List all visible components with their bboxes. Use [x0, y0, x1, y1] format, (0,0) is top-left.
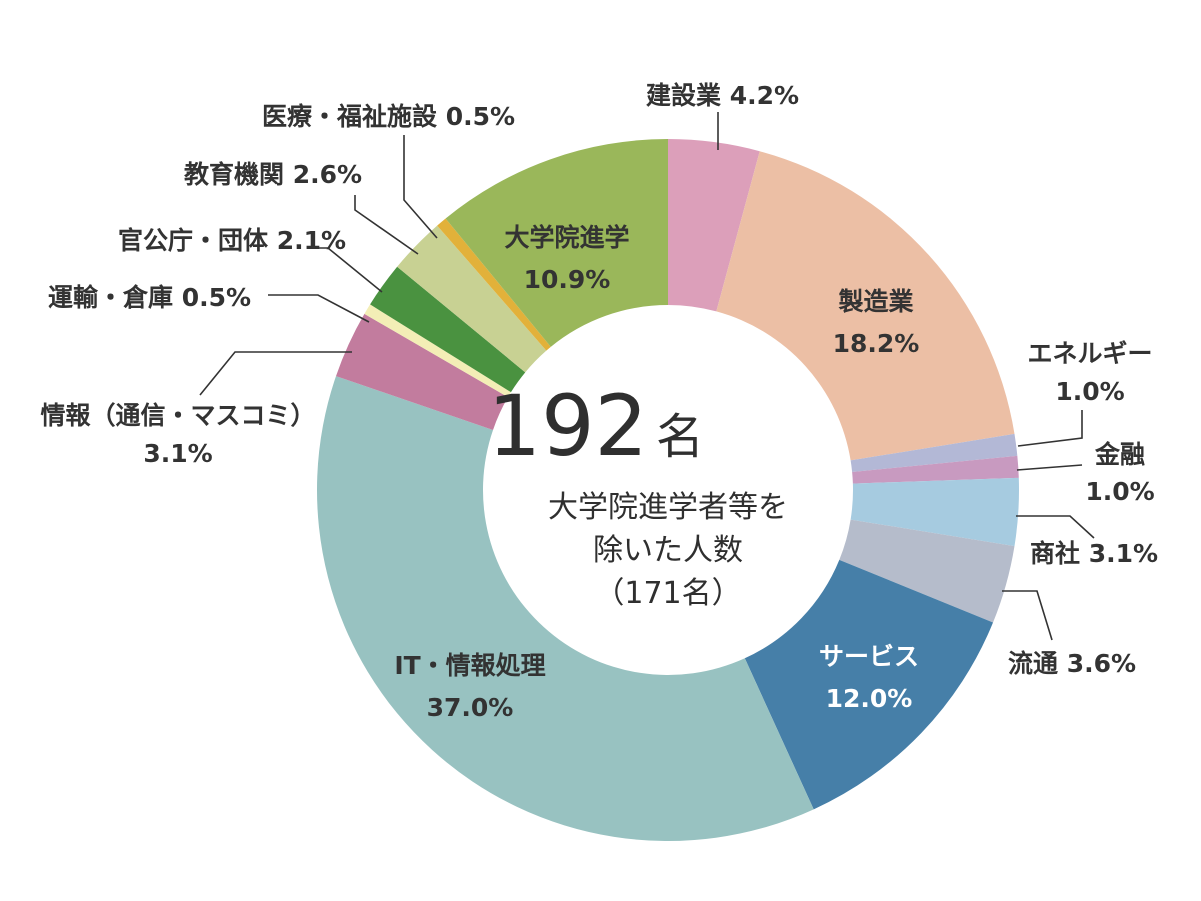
slice-商社	[850, 477, 1019, 547]
label-運輸・倉庫: 運輸・倉庫 0.5%	[48, 283, 251, 312]
label-サービス: サービス	[819, 642, 919, 671]
center-unit: 名	[656, 409, 704, 465]
slice-運輸・倉庫	[364, 304, 511, 398]
center-label: 192 名 大学院進学者等を 除いた人数 （171名）	[488, 377, 788, 611]
leader-lines	[199, 112, 1095, 641]
slice-IT・情報処理	[317, 376, 814, 841]
label-IT・情報処理: IT・情報処理	[394, 651, 545, 680]
label-エネルギー-value: 1.0%	[1055, 377, 1124, 406]
leader-運輸・倉庫	[268, 294, 370, 323]
label-商社: 商社 3.1%	[1030, 539, 1158, 568]
slice-サービス	[744, 559, 994, 810]
slice-医療・福祉施設	[437, 218, 551, 351]
label-官公庁・団体: 官公庁・団体 2.1%	[118, 226, 346, 255]
leader-情報-通信・マスコミ	[199, 351, 352, 396]
leader-流通	[1002, 590, 1053, 641]
label-医療・福祉施設: 医療・福祉施設 0.5%	[262, 102, 515, 131]
slice-流通	[839, 519, 1015, 623]
center-number: 192	[488, 377, 648, 475]
slice-情報-通信・マスコミ	[335, 313, 508, 430]
leader-官公庁・団体	[315, 247, 383, 293]
leader-医療・福祉施設	[403, 135, 438, 239]
label-大学院進学: 大学院進学	[504, 223, 629, 252]
label-流通: 流通 3.6%	[1008, 649, 1136, 678]
slice-大学院進学	[445, 139, 668, 347]
slice-官公庁・団体	[370, 266, 526, 393]
label-エネルギー: エネルギー	[1027, 339, 1152, 368]
center-line-2: 除いた人数	[593, 533, 743, 568]
leader-金融	[1016, 464, 1083, 471]
leader-エネルギー	[1017, 410, 1083, 447]
slice-教育機関	[397, 225, 547, 373]
center-line-3: （171名）	[594, 576, 741, 611]
label-情報-通信・マスコミ: 情報（通信・マスコミ）	[40, 401, 315, 430]
center-line-1: 大学院進学者等を	[548, 490, 788, 525]
label-製造業-value: 18.2%	[833, 329, 920, 358]
label-金融-value: 1.0%	[1085, 477, 1154, 506]
leader-教育機関	[354, 195, 419, 255]
label-金融: 金融	[1094, 440, 1145, 469]
label-建設業: 建設業 4.2%	[646, 81, 799, 110]
leader-商社	[1016, 515, 1095, 539]
labels: 建設業 4.2% エネルギー 1.0% 金融 1.0% 商社 3.1% 流通 3.6% 情報（…	[40, 81, 1158, 722]
slice-金融	[852, 455, 1019, 484]
slices	[317, 139, 1019, 841]
slice-エネルギー	[850, 433, 1018, 472]
label-製造業: 製造業	[837, 287, 913, 316]
label-教育機関: 教育機関 2.6%	[184, 160, 362, 189]
label-サービス-value: 12.0%	[826, 684, 913, 713]
slice-建設業	[668, 139, 760, 312]
label-大学院進学-value: 10.9%	[524, 265, 611, 294]
label-IT・情報処理-value: 37.0%	[427, 693, 514, 722]
label-情報-通信・マスコミ-value: 3.1%	[143, 439, 212, 468]
slice-製造業	[716, 151, 1015, 461]
